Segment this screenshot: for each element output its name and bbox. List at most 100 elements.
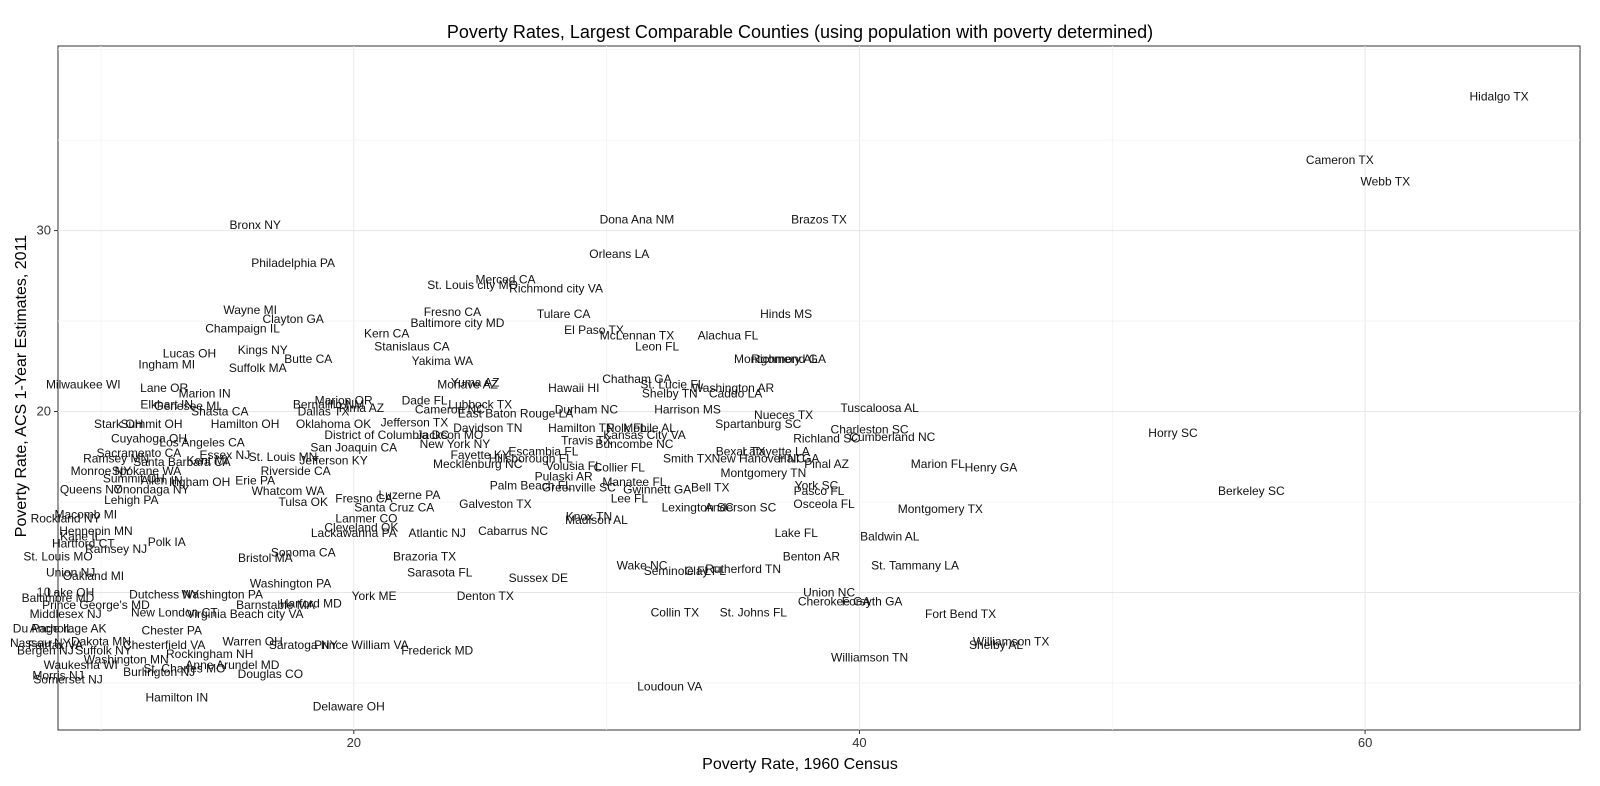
county-point-label: Baldwin AL	[860, 529, 920, 543]
county-point-label: Sacramento CA	[97, 446, 182, 460]
county-point-label: Barnstable MA	[236, 598, 315, 612]
county-point-label: Nassau NY	[10, 636, 71, 650]
county-point-label: Anchorage AK	[30, 622, 107, 636]
county-point-label: New Hanover NC	[712, 452, 806, 466]
county-point-label: Ramsey NJ	[85, 542, 147, 556]
county-point-label: Pulaski AR	[535, 470, 593, 484]
county-point-label: Marion IN	[179, 386, 231, 400]
county-point-label: St. Tammany LA	[871, 558, 959, 572]
county-point-label: Marion FL	[911, 457, 965, 471]
county-point-label: Spokane WA	[112, 464, 182, 478]
county-point-label: Sussex DE	[509, 571, 568, 585]
county-point-label: Polk IA	[148, 535, 186, 549]
county-point-label: Ingham OH	[169, 475, 230, 489]
county-point-label: Seminole FL	[644, 564, 712, 578]
county-point-label: Tulare CA	[537, 307, 591, 321]
county-point-label: Dakota MN	[71, 634, 131, 648]
county-point-label: Morris NJ	[32, 669, 83, 683]
county-point-label: Marion OR	[315, 394, 373, 408]
county-point-label: Richmond city VA	[509, 281, 603, 295]
county-point-label: Jefferson KY	[299, 453, 367, 467]
county-point-label: Orleans LA	[589, 247, 649, 261]
county-point-label: Richland SC	[793, 432, 860, 446]
county-point-label: Volusia FL	[546, 459, 602, 473]
county-point-label: Lake FL	[775, 526, 819, 540]
county-point-label: Cherokee GA	[798, 595, 871, 609]
county-point-label: Denton TX	[457, 589, 514, 603]
county-point-label: Hillsborough FL	[489, 452, 573, 466]
county-point-label: Palm Beach FL	[490, 479, 572, 493]
county-point-label: Shelby AL	[969, 638, 1023, 652]
county-point-label: Montgomery TN	[720, 466, 806, 480]
county-point-label: Escambia FL	[508, 444, 578, 458]
y-tick-label: 30	[37, 223, 51, 238]
county-point-label: Cleveland OK	[324, 520, 398, 534]
county-point-label: Douglas CO	[238, 667, 303, 681]
county-point-label: Fort Bend TX	[925, 607, 996, 621]
county-point-label: Harrison MS	[654, 403, 721, 417]
county-point-label: Los Angeles CA	[159, 435, 244, 449]
county-point-label: Butte CA	[284, 352, 332, 366]
county-point-label: St. Louis city MO	[427, 278, 518, 292]
county-point-label: Henry GA	[965, 461, 1018, 475]
county-point-label: Pima AZ	[339, 401, 384, 415]
county-point-label: Manatee FL	[602, 475, 666, 489]
county-point-label: Galveston TX	[459, 497, 531, 511]
county-point-label: Clayton GA	[262, 312, 323, 326]
county-point-label: Washington AR	[692, 381, 775, 395]
y-axis-label: Poverty Rate, ACS 1-Year Estimates, 2011	[13, 234, 30, 538]
county-point-label: Polk FL	[607, 421, 648, 435]
county-point-label: Saratoga NY	[269, 638, 338, 652]
county-point-label: Union NC	[803, 585, 855, 599]
county-point-label: Gwinnett GA	[623, 482, 691, 496]
county-point-label: Jackson MO	[417, 428, 484, 442]
county-point-label: Bronx NY	[230, 218, 281, 232]
county-point-label: Lucas OH	[163, 347, 216, 361]
county-point-label: Merced CA	[475, 272, 535, 286]
county-point-label: Prince George's MD	[42, 598, 150, 612]
county-point-label: Stark OH	[94, 417, 143, 431]
county-point-label: Wayne MI	[223, 303, 277, 317]
data-labels: Hidalgo TX Cameron TX Webb TX Bronx NY Dona …	[10, 90, 1529, 714]
county-point-label: Osceola FL	[793, 497, 855, 511]
county-point-label: Santa Cruz CA	[354, 500, 434, 514]
county-point-label: San Joaquin CA	[310, 441, 397, 455]
county-point-label: Milwaukee WI	[46, 377, 121, 391]
county-point-label: Warren OH	[223, 634, 283, 648]
county-point-label: Hinds MS	[760, 307, 812, 321]
county-point-label: Tulsa OK	[278, 495, 328, 509]
county-point-label: Monroe NY	[71, 464, 132, 478]
county-point-label: Horry SC	[1148, 426, 1198, 440]
county-point-label: Frederick MD	[401, 643, 473, 657]
county-point-label: Leon FL	[635, 339, 679, 353]
county-point-label: Du Page IL	[13, 622, 73, 636]
county-point-label: Charleston SC	[831, 423, 909, 437]
county-point-label: Virginia Beach city VA	[187, 607, 304, 621]
county-point-label: Bernalillo NM	[293, 397, 364, 411]
county-point-label: Middlesex NJ	[30, 607, 102, 621]
county-point-label: Suffolk MA	[229, 361, 287, 375]
county-point-label: Richmond GA	[751, 352, 826, 366]
county-point-label: St. Louis MN	[249, 450, 318, 464]
county-point-label: Dade FL	[402, 394, 448, 408]
county-point-label: Summit OH	[103, 471, 165, 485]
county-point-label: Hamilton OH	[211, 417, 280, 431]
county-point-label: Williamson TN	[831, 651, 908, 665]
county-point-label: Queens NY	[60, 482, 122, 496]
county-point-label: Kansas City VA	[603, 428, 685, 442]
county-point-label: New York NY	[420, 437, 491, 451]
county-point-label: Sonoma CA	[271, 546, 336, 560]
county-point-label: Riverside CA	[261, 464, 331, 478]
county-point-label: York ME	[352, 589, 397, 603]
county-point-label: Knox TN	[566, 509, 612, 523]
county-point-label: Fayette KY	[451, 448, 510, 462]
county-point-label: Dallas TX	[298, 405, 350, 419]
county-point-label: Champaign IL	[205, 321, 280, 335]
county-point-label: Bristol MA	[238, 551, 293, 565]
county-point-label: Rockland NY	[31, 511, 101, 525]
county-point-label: Whatcom WA	[252, 484, 325, 498]
county-point-label: Essex NJ	[200, 448, 251, 462]
county-point-label: Rutherford TN	[705, 562, 781, 576]
county-point-label: Lee FL	[611, 491, 649, 505]
